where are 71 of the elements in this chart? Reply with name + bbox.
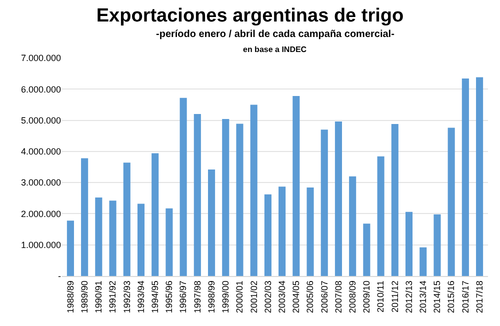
y-tick-label: - xyxy=(58,271,61,282)
bar xyxy=(264,194,272,276)
bar xyxy=(194,114,201,276)
bar xyxy=(152,153,159,276)
x-tick-label: 1993/94 xyxy=(136,280,146,314)
y-tick-label: 7.000.000 xyxy=(20,53,61,64)
chart-subtitle: -período enero / abril de cada campaña comercial- xyxy=(156,29,394,40)
y-tick-label: 2.000.000 xyxy=(20,208,61,219)
bar xyxy=(236,124,244,276)
x-tick-label: 2010/11 xyxy=(376,280,386,312)
x-tick-label: 1989/90 xyxy=(79,280,90,314)
y-tick-label: 6.000.000 xyxy=(20,84,61,94)
bar xyxy=(180,98,187,276)
bar xyxy=(222,119,230,276)
bar xyxy=(405,212,413,276)
y-tick-label: 5.000.000 xyxy=(20,115,61,126)
bar xyxy=(420,247,427,276)
y-tick-label: 4.000.000 xyxy=(20,146,61,157)
x-tick-label: 2005/06 xyxy=(305,280,316,314)
bar xyxy=(292,96,300,276)
text: en base a INDEC xyxy=(243,45,307,54)
bar xyxy=(81,158,88,276)
bar xyxy=(363,224,370,276)
bar xyxy=(349,176,356,276)
x-tick-label: 2017/18 xyxy=(474,280,484,314)
x-tick-label: 2012/13 xyxy=(404,280,414,314)
x-tick-label: 1996/97 xyxy=(178,280,188,314)
bar xyxy=(462,78,469,276)
x-tick-label: 1992/93 xyxy=(122,280,132,314)
x-tick-label: 2002/03 xyxy=(262,280,273,314)
bar xyxy=(320,130,328,276)
x-tick-label: 2006/07 xyxy=(319,280,330,314)
x-tick-label: 2003/04 xyxy=(276,280,287,314)
x-tick-label: 1994/95 xyxy=(150,280,160,314)
x-tick-label: 1991/92 xyxy=(108,280,118,314)
bar xyxy=(334,122,342,276)
bar xyxy=(123,162,130,276)
y-tick-label: 1.000.000 xyxy=(20,240,61,250)
bar xyxy=(448,128,455,276)
x-tick-label: 1998/99 xyxy=(206,280,216,314)
y-tick-label: 3.000.000 xyxy=(20,178,61,188)
x-tick-label: 2008/09 xyxy=(348,280,358,314)
x-tick-label: 2015/16 xyxy=(446,280,456,314)
x-tick-label: 1990/91 xyxy=(94,280,104,314)
x-tick-label: 1999/00 xyxy=(220,280,231,314)
x-tick-label: 2000/01 xyxy=(234,280,245,314)
bar xyxy=(278,186,286,276)
x-tick-label: 2014/15 xyxy=(432,280,442,314)
x-tick-label: 1988/89 xyxy=(65,280,76,314)
bar xyxy=(434,214,441,276)
bar xyxy=(476,77,484,276)
bar xyxy=(137,204,145,276)
bar xyxy=(250,104,258,276)
x-tick-label: 2001/02 xyxy=(248,280,259,314)
bar xyxy=(66,220,74,276)
x-tick-label: 2016/17 xyxy=(460,280,470,314)
x-tick-label: 2004/05 xyxy=(291,280,302,314)
x-tick-label: 1997/98 xyxy=(192,280,202,314)
x-tick-label: 2009/10 xyxy=(362,280,372,314)
bar xyxy=(166,208,173,276)
bar xyxy=(109,200,116,276)
bar xyxy=(391,124,398,276)
bar xyxy=(208,169,216,276)
x-tick-label: 2007/08 xyxy=(333,280,344,314)
x-tick-label: 2011/12 xyxy=(390,280,400,312)
x-tick-label: 1995/96 xyxy=(164,280,174,314)
bar xyxy=(377,156,384,276)
x-tick-label: 2013/14 xyxy=(418,280,428,314)
bar xyxy=(306,188,314,276)
bar xyxy=(95,198,102,276)
chart-title: Exportaciones argentinas de trigo xyxy=(96,5,404,26)
